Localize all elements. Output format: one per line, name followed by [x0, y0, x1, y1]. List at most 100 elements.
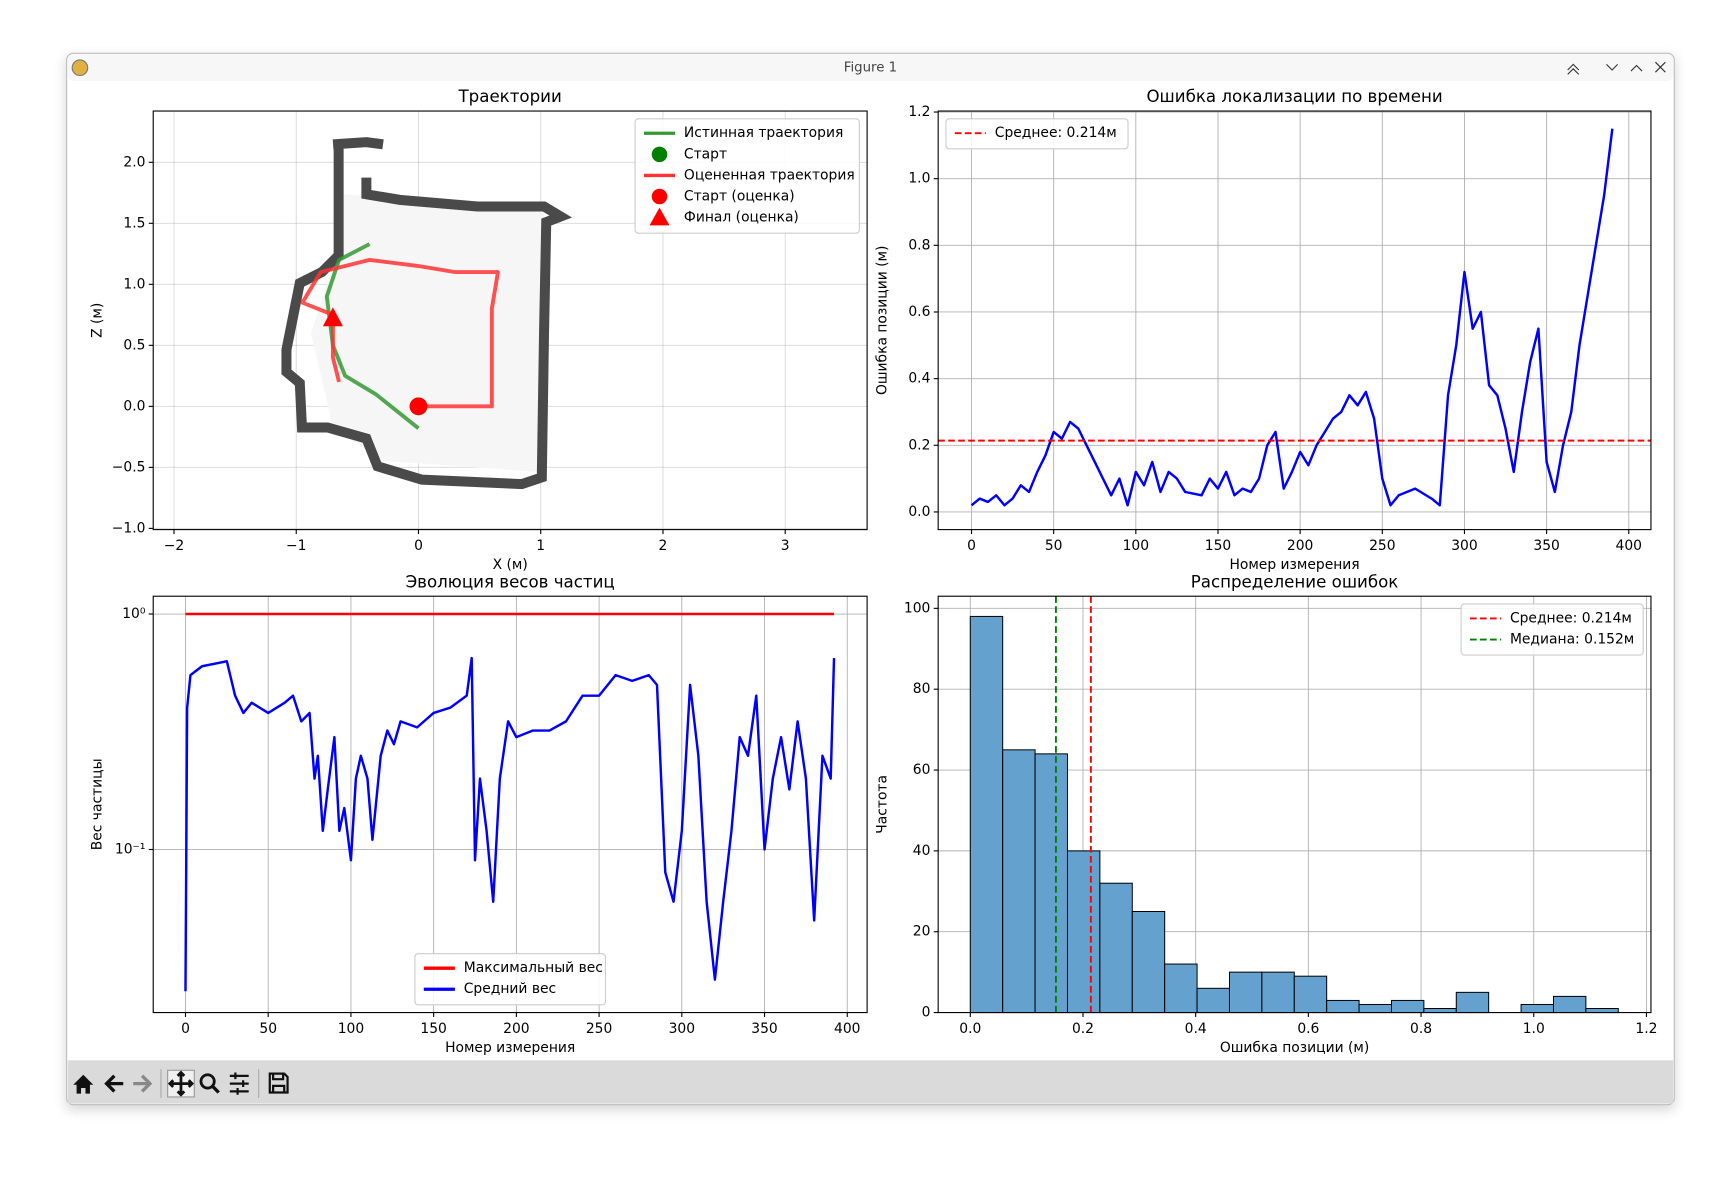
- occupancy-map: [281, 137, 573, 490]
- x-tick-label: 1.0: [1523, 1021, 1545, 1037]
- x-axis-label: Ошибка позиции (м): [1220, 1040, 1369, 1056]
- x-tick-label: 300: [669, 1021, 695, 1037]
- legend-label: Средний вес: [464, 981, 556, 997]
- x-tick-label: 0: [414, 538, 423, 554]
- x-tick-label: 100: [1123, 538, 1149, 554]
- legend-label: Среднее: 0.214м: [1510, 610, 1632, 626]
- chart-title: Ошибка локализации по времени: [1146, 87, 1442, 106]
- bar: [1293, 975, 1328, 1014]
- pan-button[interactable]: [167, 1070, 195, 1097]
- y-axis-label: Вес частицы: [90, 758, 106, 850]
- x-tick-label: 250: [1369, 538, 1395, 554]
- x-tick-label: 0.0: [959, 1021, 981, 1037]
- chart-title: Распределение ошибок: [1191, 572, 1399, 591]
- x-tick-label: 250: [586, 1021, 612, 1037]
- legend-label: Старт: [684, 146, 727, 162]
- x-tick-label: 3: [781, 538, 790, 554]
- toolbar-separator: [160, 1069, 260, 1099]
- y-tick-label: −1.0: [112, 520, 146, 536]
- maximize-button[interactable]: [1630, 64, 1643, 72]
- chart-title: Эволюция весов частиц: [406, 572, 615, 591]
- legend-label: Истинная траектория: [684, 125, 843, 141]
- y-axis-label: Ошибка позиции (м): [875, 246, 891, 395]
- legend-box: [945, 118, 1129, 150]
- axes-frame: [937, 110, 1652, 531]
- bar: [1326, 999, 1360, 1014]
- wall: [281, 137, 573, 490]
- x-tick-label: 400: [834, 1021, 860, 1037]
- home-button[interactable]: [73, 1074, 94, 1094]
- bar: [1423, 1008, 1457, 1014]
- x-tick-label: 0.4: [1185, 1021, 1207, 1037]
- bar: [1552, 995, 1587, 1014]
- x-tick-label: 2: [659, 538, 668, 554]
- legend-label: Медиана: 0.152м: [1510, 632, 1634, 648]
- x-tick-label: 150: [420, 1021, 446, 1037]
- y-axis-label: Частота: [875, 775, 891, 834]
- y-axis-label: Z (м): [90, 303, 106, 338]
- legend-label: Финал (оценка): [684, 210, 799, 226]
- axes-frame: [152, 110, 868, 531]
- x-tick-label: 200: [503, 1021, 529, 1037]
- app-icon: [71, 59, 89, 77]
- legend-label: Оцененная траектория: [684, 167, 855, 183]
- y-tick-label: 10⁻¹: [115, 841, 146, 857]
- y-tick-label: 60: [913, 762, 931, 778]
- zoom-handle: [210, 1084, 220, 1094]
- x-tick-label: −1: [286, 538, 306, 554]
- x-tick-label: 0: [181, 1021, 190, 1037]
- bar: [1358, 1003, 1392, 1014]
- save-button[interactable]: [268, 1072, 289, 1094]
- y-tick-label: 100: [904, 600, 930, 616]
- toolbar: [67, 1060, 1674, 1104]
- legend-box: [414, 953, 606, 1006]
- zoom-button[interactable]: [199, 1073, 216, 1090]
- x-tick-label: 400: [1616, 538, 1642, 554]
- series-line: [184, 656, 836, 992]
- bar: [1228, 971, 1263, 1014]
- x-tick-label: 1.2: [1635, 1021, 1657, 1037]
- y-tick-label: 0.0: [908, 504, 930, 520]
- x-tick-label: 350: [751, 1021, 777, 1037]
- y-tick-label: 80: [913, 681, 931, 697]
- forward-button[interactable]: [133, 1074, 153, 1093]
- window: [66, 52, 1675, 1106]
- y-tick-label: 0.8: [908, 237, 930, 253]
- legend-swatch: [651, 188, 668, 205]
- axes-frame: [152, 595, 868, 1014]
- y-tick-label: 1.0: [123, 276, 145, 292]
- y-tick-label: 20: [913, 924, 931, 940]
- legend-label: Среднее: 0.214м: [995, 125, 1117, 141]
- x-tick-label: 0.8: [1410, 1021, 1432, 1037]
- x-axis-label: Номер измерения: [445, 1040, 575, 1056]
- x-tick-label: 150: [1205, 538, 1231, 554]
- y-tick-label: 40: [913, 843, 931, 859]
- plot-layer: −2 −1 0 1 2 3 −1.0 −0.5 0.0 0.5 1.0 1.5 2.0 Траектори…: [90, 87, 1658, 1056]
- x-tick-label: 300: [1451, 538, 1477, 554]
- legend-swatch: [649, 207, 670, 226]
- x-tick-label: 0.2: [1072, 1021, 1094, 1037]
- y-tick-label: 0.5: [123, 337, 145, 353]
- free-space: [310, 194, 545, 472]
- y-tick-label: 0.2: [908, 437, 930, 453]
- back-button[interactable]: [104, 1074, 124, 1093]
- shade-button[interactable]: [1567, 63, 1580, 75]
- bar: [1520, 1003, 1554, 1014]
- minimize-button[interactable]: [1606, 64, 1619, 71]
- y-tick-label: 0.6: [908, 304, 930, 320]
- x-tick-label: 1: [536, 538, 545, 554]
- x-tick-label: 0.6: [1297, 1021, 1319, 1037]
- x-tick-label: 50: [1045, 538, 1063, 554]
- bar: [1164, 963, 1198, 1014]
- marker: [322, 307, 343, 327]
- bar: [1131, 911, 1166, 1014]
- close-button[interactable]: [1654, 61, 1666, 73]
- title-bar: [67, 54, 1674, 82]
- x-tick-label: 100: [338, 1021, 364, 1037]
- legend-label: Максимальный вес: [464, 960, 603, 976]
- y-tick-label: 1.0: [908, 171, 930, 187]
- configure-button[interactable]: [229, 1072, 249, 1095]
- bar: [1002, 749, 1036, 1014]
